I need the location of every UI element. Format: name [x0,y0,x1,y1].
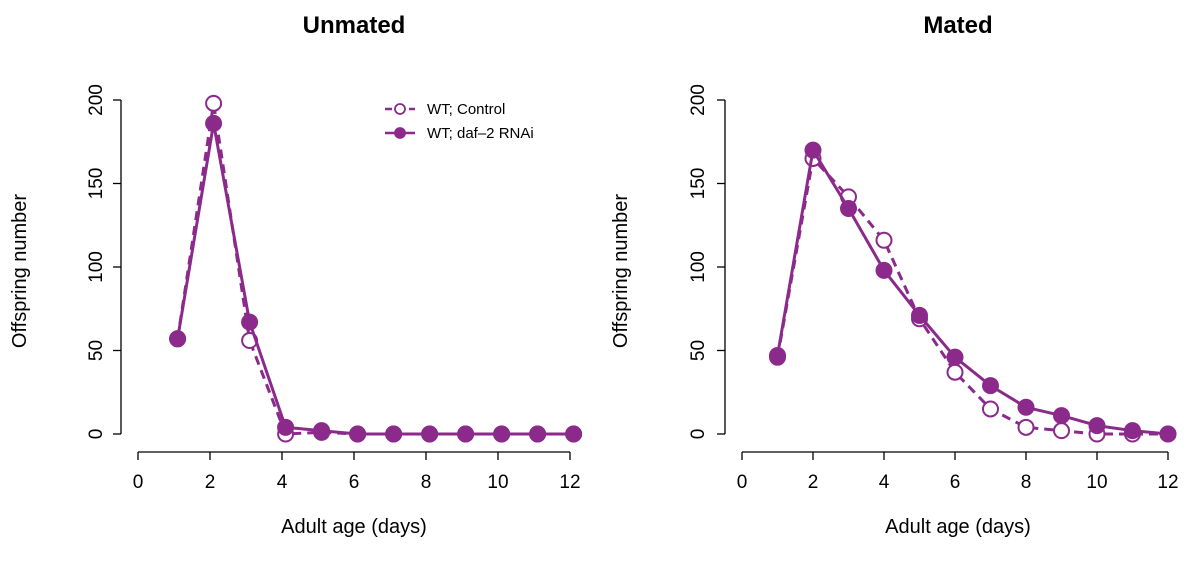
series-daf2-rnai [769,141,1177,443]
y-tick-label: 150 [688,168,709,200]
data-point [1124,422,1141,440]
y-tick-label: 50 [688,340,709,361]
legend-marker-swatch [394,127,406,139]
chart-panel-mated: Mated 0 2 4 6 8 10 12 0 50 100 150 200 Adult age (day… [610,12,1179,538]
series-line [776,156,1168,436]
data-point [565,425,583,443]
data-point [769,347,786,365]
data-point [911,306,928,324]
x-tick-label: 4 [277,472,288,493]
data-point [349,425,367,443]
data-point [875,261,893,279]
data-point [1017,398,1035,416]
legend-label: WT; Control [427,101,505,118]
y-tick-label: 0 [688,429,709,440]
y-axis-title: Offspring number [9,194,31,348]
x-tick-label: 8 [421,472,432,493]
data-point [385,425,403,443]
series-line [176,121,574,436]
x-tick-label: 2 [205,472,216,493]
series-line [176,101,574,436]
x-tick-label: 2 [808,472,819,493]
y-tick-label: 200 [86,84,107,116]
x-tick-label: 12 [559,472,580,493]
y-tick-label: 200 [688,84,709,116]
x-axis-title: Adult age (days) [885,516,1031,538]
chart-title: Unmated [303,12,406,39]
data-point [277,418,295,436]
x-tick-label: 6 [950,472,961,493]
data-point [946,348,964,366]
data-point [1053,407,1070,425]
data-point [1159,425,1177,443]
data-point [1053,422,1070,440]
data-point [1088,417,1106,435]
chart-title: Mated [923,12,992,39]
x-tick-label: 10 [1086,472,1107,493]
data-point [982,377,999,395]
data-point [457,425,475,443]
y-tick-label: 100 [688,251,709,283]
data-point [313,422,331,440]
data-point [982,400,999,418]
data-point [241,313,259,331]
x-tick-label: 0 [133,472,144,493]
x-tick-label: 6 [349,472,360,493]
y-tick-label: 50 [86,340,107,361]
legend-entry: WT; daf–2 RNAi [385,125,534,142]
y-tick-label: 0 [86,429,107,440]
x-tick-label: 12 [1157,472,1178,493]
data-point [169,330,187,348]
series-daf2-rnai [169,114,583,443]
x-tick-label: 10 [487,472,508,493]
data-point [421,425,439,443]
x-tick-label: 8 [1021,472,1032,493]
data-point [946,363,964,381]
x-tick-label: 4 [879,472,890,493]
data-point [840,200,857,218]
legend: WT; Control WT; daf–2 RNAi [385,101,534,142]
legend-label: WT; daf–2 RNAi [427,125,534,142]
legend-entry: WT; Control [385,101,505,118]
y-tick-label: 100 [86,251,107,283]
series-control [169,94,583,443]
data-point [875,231,893,249]
data-point [1017,418,1035,436]
data-point [493,425,511,443]
x-axis-title: Adult age (days) [281,516,427,538]
data-point [205,114,223,132]
y-tick-label: 150 [86,168,107,200]
data-point [529,425,547,443]
chart-panel-unmated: Unmated 0 2 4 6 8 10 12 0 50 100 150 200 Adult age (d… [9,12,583,538]
legend-marker-swatch [394,103,406,115]
series-control [769,149,1177,443]
x-tick-label: 0 [737,472,748,493]
data-point [804,141,822,159]
data-point [205,94,223,112]
y-axis-title: Offspring number [610,194,632,348]
